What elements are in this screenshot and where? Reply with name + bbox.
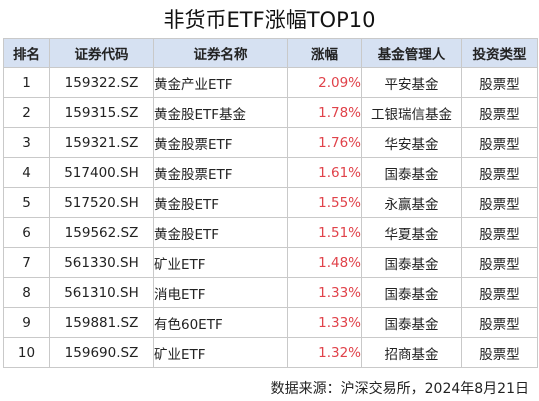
table-row: 6 159562.SZ 黄金股ETF 1.51% 华夏基金 股票型 [3, 217, 538, 248]
cell-name: 黄金股票ETF [153, 127, 288, 158]
cell-change: 1.33% [287, 307, 362, 338]
cell-name: 矿业ETF [153, 337, 288, 368]
etf-top10-table: 排名 证券代码 证券名称 涨幅 基金管理人 投资类型 1 159322.SZ 黄… [3, 38, 538, 368]
cell-rank: 7 [3, 247, 50, 278]
header-manager: 基金管理人 [361, 38, 462, 68]
cell-rank: 1 [3, 67, 50, 98]
cell-manager: 国泰基金 [361, 307, 462, 338]
cell-name: 消电ETF [153, 277, 288, 308]
table-row: 9 159881.SZ 有色60ETF 1.33% 国泰基金 股票型 [3, 307, 538, 338]
cell-rank: 10 [3, 337, 50, 368]
cell-manager: 国泰基金 [361, 157, 462, 188]
cell-manager: 国泰基金 [361, 277, 462, 308]
data-source-note: 数据来源：沪深交易所，2024年8月21日 [270, 381, 529, 397]
cell-type: 股票型 [461, 127, 538, 158]
table-row: 7 561330.SH 矿业ETF 1.48% 国泰基金 股票型 [3, 247, 538, 278]
cell-rank: 2 [3, 97, 50, 128]
cell-change: 1.76% [287, 127, 362, 158]
table-header-row: 排名 证券代码 证券名称 涨幅 基金管理人 投资类型 [3, 38, 538, 68]
cell-type: 股票型 [461, 337, 538, 368]
cell-type: 股票型 [461, 307, 538, 338]
header-change: 涨幅 [287, 38, 362, 68]
header-name: 证券名称 [153, 38, 288, 68]
cell-code: 517400.SH [49, 157, 154, 188]
cell-manager: 平安基金 [361, 67, 462, 98]
cell-change: 1.78% [287, 97, 362, 128]
cell-name: 黄金股ETF [153, 187, 288, 218]
cell-type: 股票型 [461, 67, 538, 98]
cell-code: 517520.SH [49, 187, 154, 218]
cell-change: 1.51% [287, 217, 362, 248]
cell-code: 159315.SZ [49, 97, 154, 128]
header-code: 证券代码 [49, 38, 154, 68]
cell-change: 1.61% [287, 157, 362, 188]
cell-type: 股票型 [461, 187, 538, 218]
cell-type: 股票型 [461, 217, 538, 248]
cell-rank: 3 [3, 127, 50, 158]
cell-change: 1.48% [287, 247, 362, 278]
table-row: 8 561310.SH 消电ETF 1.33% 国泰基金 股票型 [3, 277, 538, 308]
cell-code: 159690.SZ [49, 337, 154, 368]
cell-name: 有色60ETF [153, 307, 288, 338]
table-row: 3 159321.SZ 黄金股票ETF 1.76% 华安基金 股票型 [3, 127, 538, 158]
cell-manager: 工银瑞信基金 [361, 97, 462, 128]
cell-type: 股票型 [461, 247, 538, 278]
table-row: 10 159690.SZ 矿业ETF 1.32% 招商基金 股票型 [3, 337, 538, 368]
cell-manager: 华安基金 [361, 127, 462, 158]
cell-code: 159562.SZ [49, 217, 154, 248]
cell-type: 股票型 [461, 277, 538, 308]
cell-code: 159322.SZ [49, 67, 154, 98]
cell-name: 黄金产业ETF [153, 67, 288, 98]
cell-rank: 6 [3, 217, 50, 248]
cell-code: 561310.SH [49, 277, 154, 308]
cell-rank: 9 [3, 307, 50, 338]
page-title: 非货币ETF涨幅TOP10 [163, 8, 376, 32]
cell-rank: 5 [3, 187, 50, 218]
table-row: 4 517400.SH 黄金股票ETF 1.61% 国泰基金 股票型 [3, 157, 538, 188]
table-row: 2 159315.SZ 黄金股ETF基金 1.78% 工银瑞信基金 股票型 [3, 97, 538, 128]
cell-manager: 国泰基金 [361, 247, 462, 278]
cell-code: 561330.SH [49, 247, 154, 278]
header-type: 投资类型 [461, 38, 538, 68]
cell-change: 2.09% [287, 67, 362, 98]
cell-name: 黄金股ETF基金 [153, 97, 288, 128]
cell-change: 1.32% [287, 337, 362, 368]
cell-type: 股票型 [461, 157, 538, 188]
cell-change: 1.33% [287, 277, 362, 308]
table-row: 1 159322.SZ 黄金产业ETF 2.09% 平安基金 股票型 [3, 67, 538, 98]
cell-name: 黄金股票ETF [153, 157, 288, 188]
header-rank: 排名 [3, 38, 50, 68]
cell-rank: 8 [3, 277, 50, 308]
cell-name: 黄金股ETF [153, 217, 288, 248]
cell-code: 159881.SZ [49, 307, 154, 338]
cell-manager: 招商基金 [361, 337, 462, 368]
cell-manager: 华夏基金 [361, 217, 462, 248]
cell-manager: 永赢基金 [361, 187, 462, 218]
table-row: 5 517520.SH 黄金股ETF 1.55% 永赢基金 股票型 [3, 187, 538, 218]
cell-change: 1.55% [287, 187, 362, 218]
cell-name: 矿业ETF [153, 247, 288, 278]
cell-rank: 4 [3, 157, 50, 188]
cell-code: 159321.SZ [49, 127, 154, 158]
cell-type: 股票型 [461, 97, 538, 128]
